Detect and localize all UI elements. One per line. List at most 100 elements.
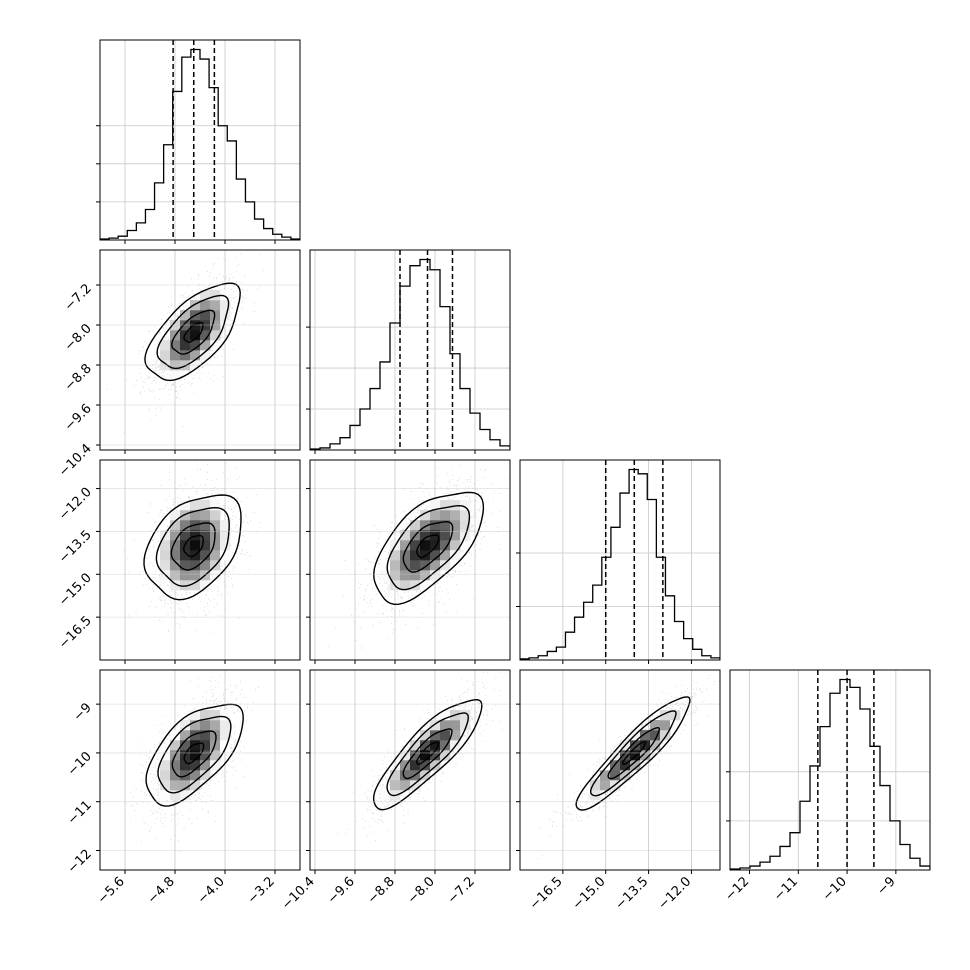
density-cell xyxy=(440,540,451,551)
density-cell xyxy=(450,510,461,521)
density-cell xyxy=(420,730,431,741)
density-cell xyxy=(210,500,221,511)
density-cell xyxy=(190,760,201,771)
density-cell xyxy=(200,710,211,721)
density-cell xyxy=(620,770,631,781)
density-cell xyxy=(190,730,201,741)
density-cell xyxy=(400,540,411,551)
density-cell xyxy=(200,580,211,591)
density-cell xyxy=(410,570,421,581)
density-cell xyxy=(200,540,211,551)
density-cell xyxy=(410,750,421,761)
contour-line xyxy=(589,710,677,797)
contour-line xyxy=(372,698,483,811)
density-cell xyxy=(180,350,191,361)
density-cell xyxy=(440,750,451,761)
density-cell xyxy=(190,340,201,351)
density-cell xyxy=(400,580,411,591)
contour-line xyxy=(183,742,205,765)
density-cell xyxy=(610,750,621,761)
density-cell xyxy=(440,530,451,541)
density-cell xyxy=(160,770,171,781)
density-cell xyxy=(190,720,201,731)
x-tick-label: −4.0 xyxy=(195,874,228,907)
density-cell xyxy=(430,760,441,771)
density-cell xyxy=(430,740,441,751)
density-cell xyxy=(210,300,221,311)
density-cell xyxy=(180,780,191,791)
density-cell xyxy=(210,290,221,301)
density-cell xyxy=(160,540,171,551)
density-cell xyxy=(410,540,421,551)
density-cell xyxy=(190,570,201,581)
density-cell xyxy=(430,550,441,561)
density-cell xyxy=(450,730,461,741)
panel-frame xyxy=(519,459,721,661)
density-cell xyxy=(160,340,171,351)
contour-line xyxy=(416,534,440,559)
histogram-panel-0 xyxy=(96,39,301,244)
density-cell xyxy=(390,780,401,791)
density-cell xyxy=(600,770,611,781)
density-cell xyxy=(420,560,431,571)
density-cell xyxy=(180,760,191,771)
density-cell xyxy=(210,760,221,771)
density-cell xyxy=(160,780,171,791)
density-cell xyxy=(440,720,451,731)
density-cell xyxy=(460,500,471,511)
density-cell xyxy=(390,550,401,561)
density-cell xyxy=(420,580,431,591)
density-cell xyxy=(200,560,211,571)
contour-line xyxy=(386,712,469,797)
density-cell xyxy=(390,770,401,781)
density-cell xyxy=(170,790,181,801)
histogram-line xyxy=(730,678,930,870)
density-cell xyxy=(220,740,231,751)
contour-line xyxy=(415,741,440,766)
density-cell xyxy=(220,710,231,721)
contour-line xyxy=(622,740,647,765)
density-cell xyxy=(190,510,201,521)
density-cell xyxy=(400,530,411,541)
density-cell xyxy=(200,290,211,301)
y-tick-label: −8.8 xyxy=(62,361,95,394)
density-cell xyxy=(190,540,201,551)
density-cell xyxy=(180,740,191,751)
density-cell xyxy=(430,520,441,531)
density-cell xyxy=(170,560,181,571)
density-cell xyxy=(190,580,201,591)
y-tick-label: −12.0 xyxy=(56,485,95,524)
x-tick-label: −9.6 xyxy=(325,874,358,907)
density-cell xyxy=(200,330,211,341)
density-cell xyxy=(410,520,421,531)
density-cell xyxy=(410,780,421,791)
density-cell xyxy=(380,570,391,581)
contour-line xyxy=(402,728,453,780)
panel-frame xyxy=(519,669,721,871)
density-cell xyxy=(420,520,431,531)
x-tick-label: −15.0 xyxy=(570,874,609,913)
density-cell xyxy=(430,510,441,521)
density-panel-3-2: −16.5 −15.0 −13.5 −12.0 xyxy=(516,669,721,913)
y-tick-label: −9 xyxy=(71,700,95,724)
density-cell xyxy=(420,740,431,751)
density-cell xyxy=(610,770,621,781)
panel-frame xyxy=(729,669,931,871)
density-cell xyxy=(600,760,611,771)
density-cell xyxy=(200,300,211,311)
density-cell xyxy=(200,770,211,781)
contour-line xyxy=(607,726,661,780)
density-cell xyxy=(180,580,191,591)
density-cell xyxy=(440,500,451,511)
density-cell xyxy=(170,530,181,541)
density-cell xyxy=(430,720,441,731)
density-cell xyxy=(400,570,411,581)
density-cell xyxy=(630,760,641,771)
x-tick-label: −12.0 xyxy=(655,874,694,913)
density-cell xyxy=(200,740,211,751)
density-cell xyxy=(200,520,211,531)
density-cell xyxy=(160,760,171,771)
density-cell xyxy=(170,730,181,741)
contour-line xyxy=(144,282,241,382)
contour-line xyxy=(575,696,691,811)
